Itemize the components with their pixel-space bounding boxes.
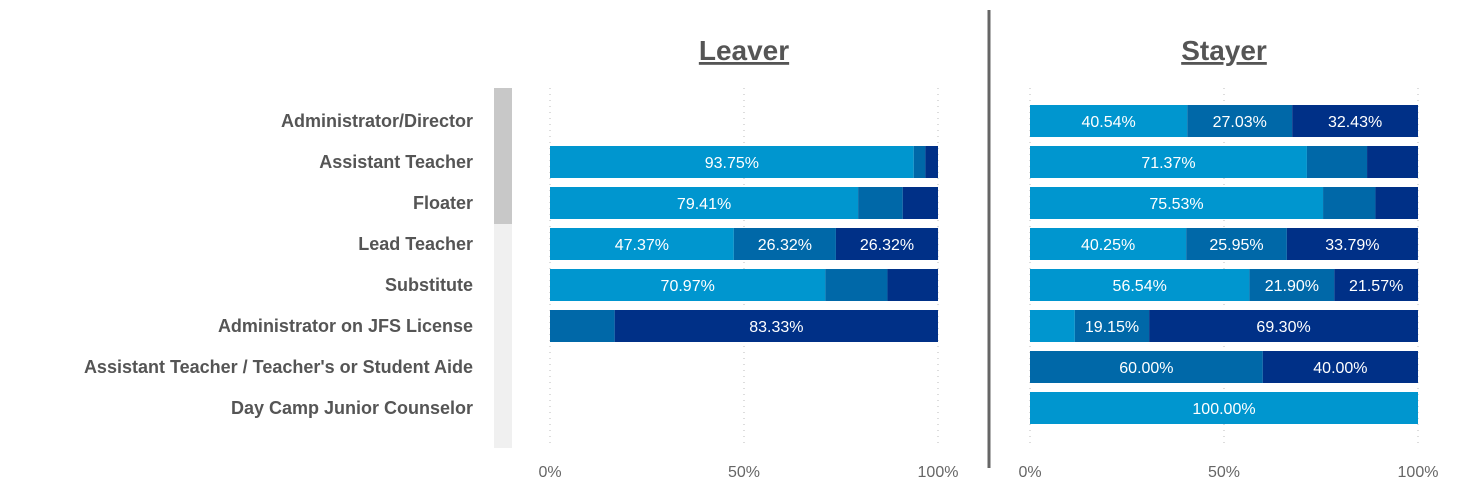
category-label: Day Camp Junior Counselor <box>231 398 473 418</box>
bar-data-label: 27.03% <box>1213 114 1267 131</box>
bar-data-label: 21.57% <box>1349 278 1403 295</box>
bar-data-label: 60.00% <box>1119 360 1173 377</box>
category-label: Floater <box>413 193 473 213</box>
bar-segment <box>1030 392 1418 424</box>
bar-segment <box>1186 228 1287 260</box>
bar-data-label: 25.95% <box>1209 237 1263 254</box>
bar-segment <box>550 187 859 219</box>
tick-label: 100% <box>1398 464 1439 481</box>
bar-segment <box>1367 146 1418 178</box>
bar-segment <box>913 146 926 178</box>
bar-segment <box>925 146 938 178</box>
bar-data-label: 70.97% <box>661 278 715 295</box>
tick-label: 0% <box>538 464 561 481</box>
bar-segment <box>1334 269 1419 301</box>
bar-segment <box>1030 187 1324 219</box>
bar-segment <box>1030 269 1250 301</box>
bar-segment <box>614 310 938 342</box>
row-group-strip-dark <box>494 88 512 224</box>
bar-data-label: 26.32% <box>758 237 812 254</box>
bar-data-label: 93.75% <box>705 155 759 172</box>
category-label: Assistant Teacher / Teacher's or Student… <box>84 357 473 377</box>
bar-data-label: 56.54% <box>1113 278 1167 295</box>
bar-data-label: 32.43% <box>1328 114 1382 131</box>
bar-segment <box>550 310 615 342</box>
bar-segment <box>1187 105 1293 137</box>
tick-label: 100% <box>918 464 959 481</box>
bar-segment <box>1306 146 1368 178</box>
bar-segment <box>1323 187 1376 219</box>
category-label: Substitute <box>385 275 473 295</box>
bar-data-label: 19.15% <box>1085 319 1139 336</box>
bar-segment <box>887 269 938 301</box>
bar-data-label: 40.00% <box>1313 360 1367 377</box>
bar-segment <box>1030 310 1075 342</box>
bar-segment <box>550 269 826 301</box>
bar-data-label: 33.79% <box>1325 237 1379 254</box>
bar-data-label: 47.37% <box>615 237 669 254</box>
bar-data-label: 21.90% <box>1265 278 1319 295</box>
bar-segment <box>1149 310 1418 342</box>
bar-data-label: 40.54% <box>1082 114 1136 131</box>
tick-label: 50% <box>728 464 760 481</box>
bar-data-label: 26.32% <box>860 237 914 254</box>
bar-segment <box>1030 228 1187 260</box>
bar-data-label: 79.41% <box>677 196 731 213</box>
bar-segment <box>1292 105 1418 137</box>
category-label: Assistant Teacher <box>319 152 473 172</box>
bar-segment <box>1286 228 1418 260</box>
bar-data-label: 100.00% <box>1192 401 1255 418</box>
bar-segment <box>1249 269 1335 301</box>
bar-data-label: 83.33% <box>749 319 803 336</box>
bar-segment <box>1030 146 1307 178</box>
bar-segment <box>550 146 914 178</box>
bar-segment <box>1375 187 1418 219</box>
bar-data-label: 75.53% <box>1149 196 1203 213</box>
bar-segment <box>902 187 938 219</box>
bar-data-label: 40.25% <box>1081 237 1135 254</box>
bar-segment <box>1030 351 1263 383</box>
bar-segment <box>825 269 888 301</box>
category-label: Lead Teacher <box>358 234 473 254</box>
row-group-strip-light <box>494 224 512 448</box>
bar-data-label: 69.30% <box>1256 319 1310 336</box>
tick-label: 50% <box>1208 464 1240 481</box>
category-label: Administrator on JFS License <box>218 316 473 336</box>
category-label: Administrator/Director <box>281 111 473 131</box>
bar-segment <box>733 228 836 260</box>
bar-segment <box>550 228 734 260</box>
bar-segment <box>1074 310 1150 342</box>
tick-label: 0% <box>1018 464 1041 481</box>
panel-title: Leaver <box>699 35 789 66</box>
bar-data-label: 71.37% <box>1141 155 1195 172</box>
bar-segment <box>1030 105 1188 137</box>
bar-segment <box>858 187 903 219</box>
panel-title: Stayer <box>1181 35 1267 66</box>
bar-segment <box>1262 351 1418 383</box>
bar-segment <box>835 228 939 260</box>
